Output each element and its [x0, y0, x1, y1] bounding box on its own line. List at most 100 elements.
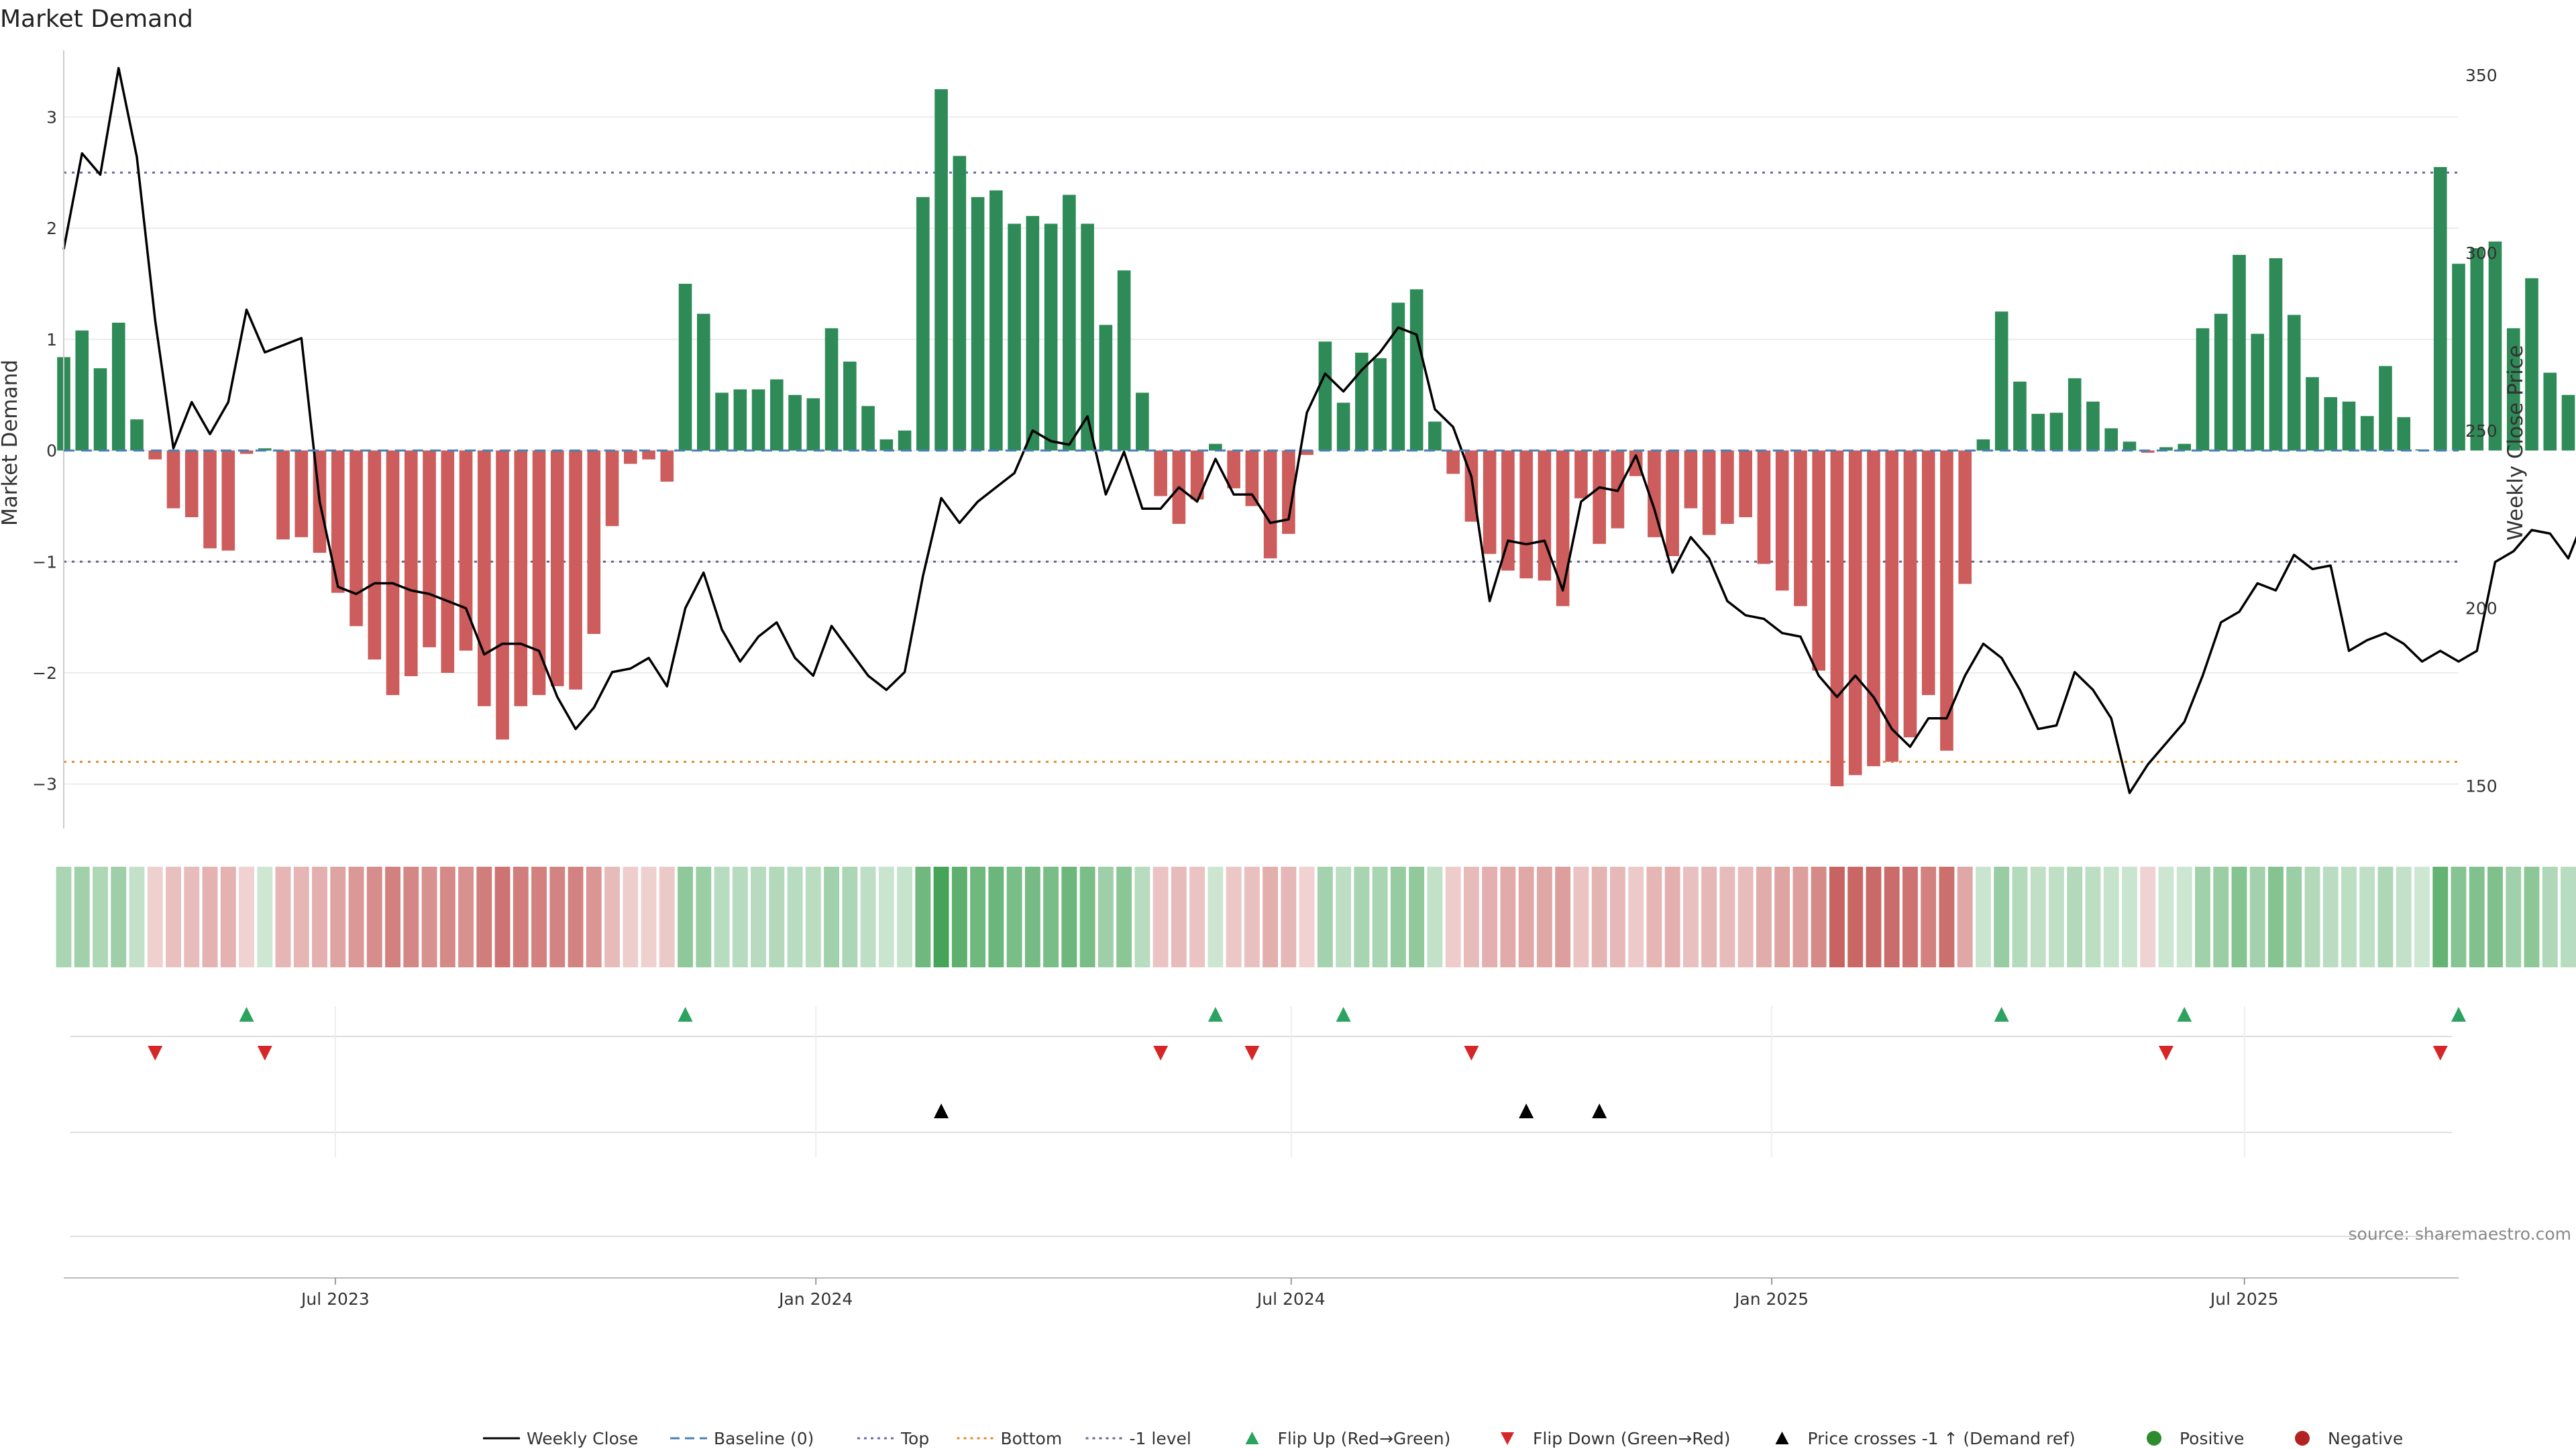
heat-cell [1244, 867, 1260, 967]
heat-cell [1281, 867, 1297, 967]
heat-cell [805, 867, 821, 967]
demand-bar [1227, 450, 1240, 488]
demand-bar [1355, 352, 1368, 451]
source-note: source: sharemaestro.com [2349, 1224, 2572, 1244]
y-tick-label: 3 [46, 107, 57, 127]
demand-bar [843, 362, 857, 451]
demand-bar [1721, 450, 1734, 524]
demand-bar [203, 450, 217, 549]
y2-tick-label: 300 [2465, 244, 2498, 263]
flip-up-marker [2451, 1007, 2466, 1022]
demand-bar [239, 450, 254, 454]
demand-bar [2306, 377, 2319, 451]
heat-cell [330, 867, 346, 967]
heat-cell [476, 867, 492, 967]
demand-bar [1428, 421, 1442, 451]
heat-cell [1482, 867, 1498, 967]
heat-cell [1609, 867, 1625, 967]
flip-up-marker [239, 1007, 254, 1022]
legend-label: -1 level [1130, 1429, 1191, 1448]
heat-cell [1628, 867, 1644, 967]
heat-cell [1500, 867, 1516, 967]
demand-bar [1300, 450, 1313, 455]
demand-bar [1648, 450, 1661, 537]
heat-cell [147, 867, 163, 967]
flip-down-marker [2432, 1046, 2448, 1061]
heat-cell [1866, 867, 1882, 967]
demand-bar [2049, 413, 2063, 451]
heat-cell [1518, 867, 1534, 967]
demand-bar [1958, 450, 1972, 584]
heat-cell [2542, 867, 2558, 967]
heat-cell [1299, 867, 1315, 967]
heat-cell [787, 867, 803, 967]
demand-bar [2104, 428, 2118, 451]
demand-bar [1593, 450, 1606, 544]
heat-cell [1006, 867, 1022, 967]
heat-cell [239, 867, 254, 967]
heat-cell [678, 867, 694, 967]
demand-bar [770, 379, 784, 451]
demand-heat-strip [56, 867, 2576, 967]
demand-bar [953, 156, 967, 451]
heat-cell [1957, 867, 1973, 967]
demand-bar [368, 450, 382, 660]
heat-cell [988, 867, 1004, 967]
heat-cell [458, 867, 474, 967]
demand-bar [2141, 450, 2155, 453]
heat-cell [56, 867, 72, 967]
heat-cell [1737, 867, 1754, 967]
legend-swatch [2147, 1431, 2161, 1446]
demand-bar [2196, 328, 2210, 451]
x-axis: Jul 2023 Jan 2024 Jul 2024 Jan 2025 Jul 2025 [64, 1277, 2459, 1309]
heat-cell [1811, 867, 1827, 967]
demand-bar [1373, 358, 1387, 451]
demand-bar [2342, 401, 2356, 451]
demand-bar [989, 190, 1003, 451]
demand-bar [1318, 341, 1332, 451]
heat-cell [659, 867, 675, 967]
legend-item: Negative [2295, 1429, 2403, 1448]
demand-bar [148, 450, 162, 460]
chart-title: Market Demand [0, 5, 193, 33]
flip-down-marker [2158, 1046, 2174, 1061]
heat-cell [1792, 867, 1809, 967]
demand-bar [2470, 248, 2484, 451]
heat-cell [933, 867, 949, 967]
heat-cell [2195, 867, 2210, 967]
demand-bar [294, 450, 309, 537]
heat-cell [549, 867, 566, 967]
heat-cell [2158, 867, 2174, 967]
demand-bar [1702, 450, 1716, 535]
heat-cell [1847, 867, 1864, 967]
demand-bar [477, 450, 491, 706]
heat-cell [494, 867, 511, 967]
demand-bar [1830, 450, 1844, 787]
demand-bar [2269, 258, 2283, 451]
heat-cell [2140, 867, 2156, 967]
x-tick-label: Jul 2025 [2209, 1289, 2279, 1309]
demand-bar [697, 313, 710, 451]
demand-bar [1794, 450, 1807, 606]
legend-item: -1 level [1085, 1429, 1191, 1448]
heat-cell [1829, 867, 1845, 967]
demand-bar [2506, 328, 2520, 451]
heat-cell [568, 867, 584, 967]
heat-cell [74, 867, 90, 967]
heat-cell [2268, 867, 2284, 967]
heat-cell [2103, 867, 2119, 967]
heat-cell [1372, 867, 1388, 967]
y-tick-label: −2 [32, 663, 57, 683]
heat-cell [403, 867, 419, 967]
demand-bar [2452, 264, 2465, 451]
price-cross-marker [1592, 1104, 1607, 1118]
demand-bar [1556, 450, 1570, 606]
heat-cell [1061, 867, 1077, 967]
demand-bar [1117, 270, 1131, 451]
x-tick-label: Jul 2023 [300, 1289, 370, 1309]
y-axis-label: Market Demand [0, 360, 22, 526]
y2-tick-label: 350 [2465, 66, 2498, 85]
legend-label: Price crosses -1 ↑ (Demand ref) [1808, 1429, 2076, 1448]
heat-cell [1024, 867, 1040, 967]
heat-cell [641, 867, 657, 967]
